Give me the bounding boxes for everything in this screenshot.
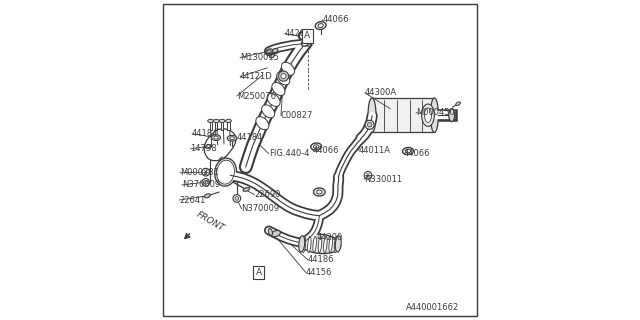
Ellipse shape — [256, 117, 269, 130]
Text: 22690: 22690 — [254, 190, 281, 199]
Ellipse shape — [226, 119, 232, 123]
Ellipse shape — [268, 228, 273, 236]
Ellipse shape — [424, 108, 431, 123]
Ellipse shape — [300, 234, 340, 253]
Ellipse shape — [334, 236, 338, 252]
Ellipse shape — [335, 236, 341, 252]
Ellipse shape — [262, 105, 275, 118]
Text: 44066: 44066 — [313, 146, 339, 155]
Ellipse shape — [204, 194, 211, 198]
Circle shape — [364, 172, 372, 179]
Ellipse shape — [318, 24, 323, 28]
Text: N330011: N330011 — [364, 175, 403, 184]
Text: FRONT: FRONT — [195, 211, 226, 234]
Text: 44156: 44156 — [306, 268, 332, 277]
Ellipse shape — [422, 104, 435, 126]
Ellipse shape — [276, 72, 290, 85]
Ellipse shape — [324, 236, 327, 252]
Ellipse shape — [431, 98, 438, 132]
Ellipse shape — [271, 230, 280, 237]
Bar — [221, 121, 223, 130]
Ellipse shape — [266, 49, 273, 53]
Circle shape — [367, 123, 372, 127]
Text: 44284: 44284 — [285, 29, 311, 38]
Ellipse shape — [211, 135, 220, 140]
Ellipse shape — [316, 22, 326, 29]
Circle shape — [235, 196, 239, 200]
Ellipse shape — [214, 119, 219, 123]
Circle shape — [281, 74, 286, 79]
Text: FIG.440-4: FIG.440-4 — [269, 149, 309, 158]
Ellipse shape — [314, 188, 325, 196]
Ellipse shape — [318, 236, 322, 252]
Ellipse shape — [227, 135, 237, 141]
Text: A: A — [304, 31, 310, 40]
Ellipse shape — [403, 148, 413, 155]
Bar — [210, 122, 212, 130]
Ellipse shape — [269, 54, 275, 58]
Text: N370009: N370009 — [242, 204, 280, 213]
Text: M250076: M250076 — [237, 92, 276, 100]
Text: 44186: 44186 — [308, 255, 334, 264]
Text: M000281: M000281 — [180, 168, 219, 177]
Ellipse shape — [273, 49, 278, 52]
Ellipse shape — [449, 109, 454, 122]
Ellipse shape — [267, 93, 280, 106]
Text: N370009: N370009 — [182, 180, 220, 189]
Ellipse shape — [219, 119, 225, 123]
Circle shape — [233, 195, 241, 202]
Ellipse shape — [317, 190, 323, 194]
Text: M000450: M000450 — [416, 108, 455, 117]
Text: A440001662: A440001662 — [406, 303, 460, 312]
Circle shape — [278, 71, 289, 81]
Text: A: A — [255, 268, 262, 277]
Ellipse shape — [230, 137, 234, 140]
Ellipse shape — [302, 236, 306, 252]
Text: 44121D: 44121D — [240, 72, 273, 81]
Text: 22641: 22641 — [179, 196, 205, 204]
Text: 44184: 44184 — [192, 129, 218, 138]
Ellipse shape — [308, 236, 311, 252]
Text: 44066: 44066 — [323, 15, 349, 24]
Ellipse shape — [214, 136, 218, 139]
Ellipse shape — [243, 188, 250, 191]
Ellipse shape — [314, 145, 319, 148]
Ellipse shape — [405, 149, 411, 153]
Circle shape — [204, 180, 207, 184]
Text: 44200: 44200 — [317, 233, 343, 242]
Ellipse shape — [311, 143, 321, 150]
Circle shape — [202, 168, 210, 176]
Ellipse shape — [272, 83, 285, 95]
Text: M130015: M130015 — [240, 53, 279, 62]
Circle shape — [207, 145, 211, 148]
Bar — [227, 122, 230, 130]
Text: 44300A: 44300A — [365, 88, 397, 97]
Circle shape — [365, 120, 374, 129]
Ellipse shape — [207, 119, 214, 123]
Ellipse shape — [217, 160, 234, 184]
Ellipse shape — [456, 102, 460, 106]
Ellipse shape — [301, 36, 312, 46]
Bar — [215, 121, 217, 130]
Ellipse shape — [329, 236, 332, 252]
Ellipse shape — [206, 145, 211, 148]
Text: 44011A: 44011A — [358, 146, 390, 155]
Ellipse shape — [268, 50, 271, 52]
Bar — [372, 98, 435, 132]
Text: 14738: 14738 — [191, 144, 217, 153]
Text: 44184: 44184 — [237, 133, 263, 142]
Ellipse shape — [282, 62, 294, 75]
Circle shape — [202, 179, 210, 186]
Text: 44066: 44066 — [403, 149, 429, 158]
Ellipse shape — [214, 158, 237, 186]
Ellipse shape — [368, 98, 376, 132]
Text: C00827: C00827 — [281, 111, 314, 120]
Ellipse shape — [299, 236, 305, 252]
Ellipse shape — [313, 236, 316, 252]
